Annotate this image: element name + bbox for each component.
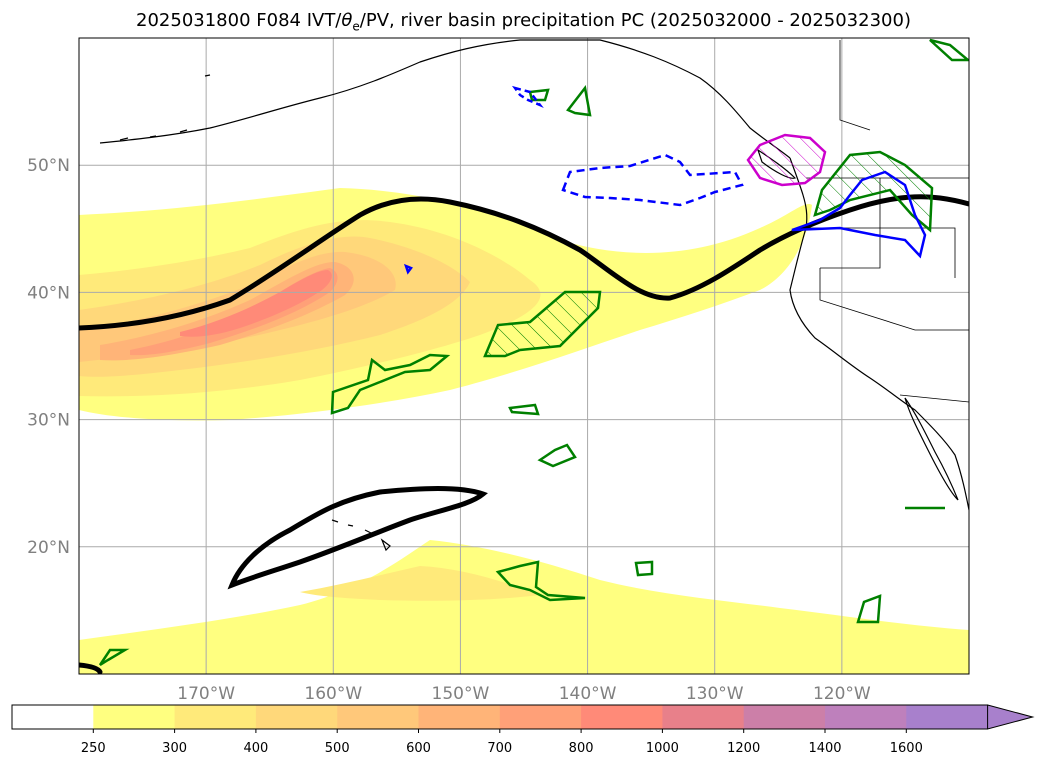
lon-tick-label: 160°W — [304, 684, 362, 704]
colorbar-tick-label: 800 — [569, 741, 594, 756]
colorbar-tick-label: 1600 — [890, 741, 923, 756]
colorbar-segment — [743, 705, 826, 729]
precip-magenta — [746, 133, 827, 187]
lon-tick-label: 130°W — [686, 684, 744, 704]
colorbar-tick-label: 1000 — [646, 741, 679, 756]
precip-green-sw — [98, 648, 130, 667]
precip-blue-small — [403, 263, 413, 275]
us-west-coast — [789, 227, 969, 511]
graticule — [79, 38, 969, 674]
colorbar-tick-label: 250 — [81, 741, 106, 756]
colorbar-segment — [174, 705, 257, 729]
lat-tick-label: 20°N — [27, 538, 70, 558]
precip-blue-dashed — [561, 153, 744, 207]
alaska-border — [839, 40, 871, 131]
colorbar-tick-label: 1400 — [808, 741, 841, 756]
lon-tick-label: 170°W — [177, 684, 235, 704]
ivt-800 — [180, 270, 332, 337]
us-mexico-border — [899, 394, 969, 403]
us-state-border-3 — [819, 268, 969, 331]
precip-green-central — [483, 290, 602, 358]
precip-blue-dashed-2 — [511, 85, 544, 108]
baja-california — [904, 397, 959, 501]
colorbar-segment — [418, 705, 501, 729]
lon-tick-label: 140°W — [559, 684, 617, 704]
precip-green-ne — [929, 38, 969, 62]
colorbar-segment — [255, 705, 338, 729]
colorbar-tick-label: 500 — [325, 741, 350, 756]
colorbar-segment — [93, 705, 176, 729]
precip-green — [98, 38, 969, 667]
ivt-band-south-inner — [300, 566, 540, 601]
lon-tick-label: 120°W — [813, 684, 871, 704]
map-title: 2025031800 F084 IVT/θe/PV, river basin p… — [136, 10, 911, 34]
pv-contour-south-loop — [227, 486, 488, 590]
colorbar-segment — [581, 705, 663, 729]
precip-green-nw — [566, 85, 592, 117]
colorbar-segment — [499, 705, 582, 729]
colorbar-segment — [337, 705, 419, 729]
latitude-labels: 20°N 30°N 40°N 50°N — [27, 156, 70, 558]
colorbar-segment — [825, 705, 907, 729]
lat-tick-label: 40°N — [27, 283, 70, 303]
precip-green-south — [495, 560, 586, 602]
colorbar-segment — [906, 705, 989, 729]
precip-green-west — [330, 353, 451, 415]
colorbar-segment — [662, 705, 745, 729]
precip-blue-coast — [791, 170, 927, 259]
ivt-shading — [79, 188, 969, 674]
plot-frame — [78, 37, 970, 675]
pv-contour-corner — [79, 662, 103, 674]
precip-green-small-1 — [537, 443, 577, 468]
precip-magenta-bc — [746, 133, 827, 187]
pv-contour-main — [79, 194, 969, 331]
precip-green-small-2 — [508, 403, 540, 416]
precip-green-south-2 — [634, 560, 654, 577]
lat-tick-label: 50°N — [27, 156, 70, 176]
colorbar-tick-label: 300 — [162, 741, 187, 756]
precip-blue — [403, 85, 927, 275]
precip-green-southeast — [856, 594, 882, 624]
colorbar-segment — [12, 705, 94, 729]
precip-green-coast — [813, 150, 934, 233]
colorbar-labels: 250 300 400 500 600 700 800 1000 1200 1400 1600 — [81, 741, 923, 756]
lon-tick-label: 150°W — [432, 684, 490, 704]
colorbar-tick-label: 600 — [406, 741, 431, 756]
longitude-labels: 170°W 160°W 150°W 140°W 130°W 120°W — [177, 684, 871, 704]
pv-contours — [79, 194, 969, 674]
precip-green-nw-2 — [528, 88, 550, 102]
aleutian-islands — [119, 74, 211, 141]
colorbar-tick-label: 700 — [487, 741, 512, 756]
lat-tick-label: 30°N — [27, 411, 70, 431]
alaska-coast — [99, 39, 791, 159]
ivt-band-south — [79, 540, 969, 674]
colorbar-tick-label: 1200 — [727, 741, 760, 756]
colorbar-tick-label: 400 — [243, 741, 268, 756]
hawaii-islands — [331, 519, 391, 552]
colorbar-extend-arrow — [987, 704, 1035, 730]
colorbar — [11, 704, 1035, 733]
